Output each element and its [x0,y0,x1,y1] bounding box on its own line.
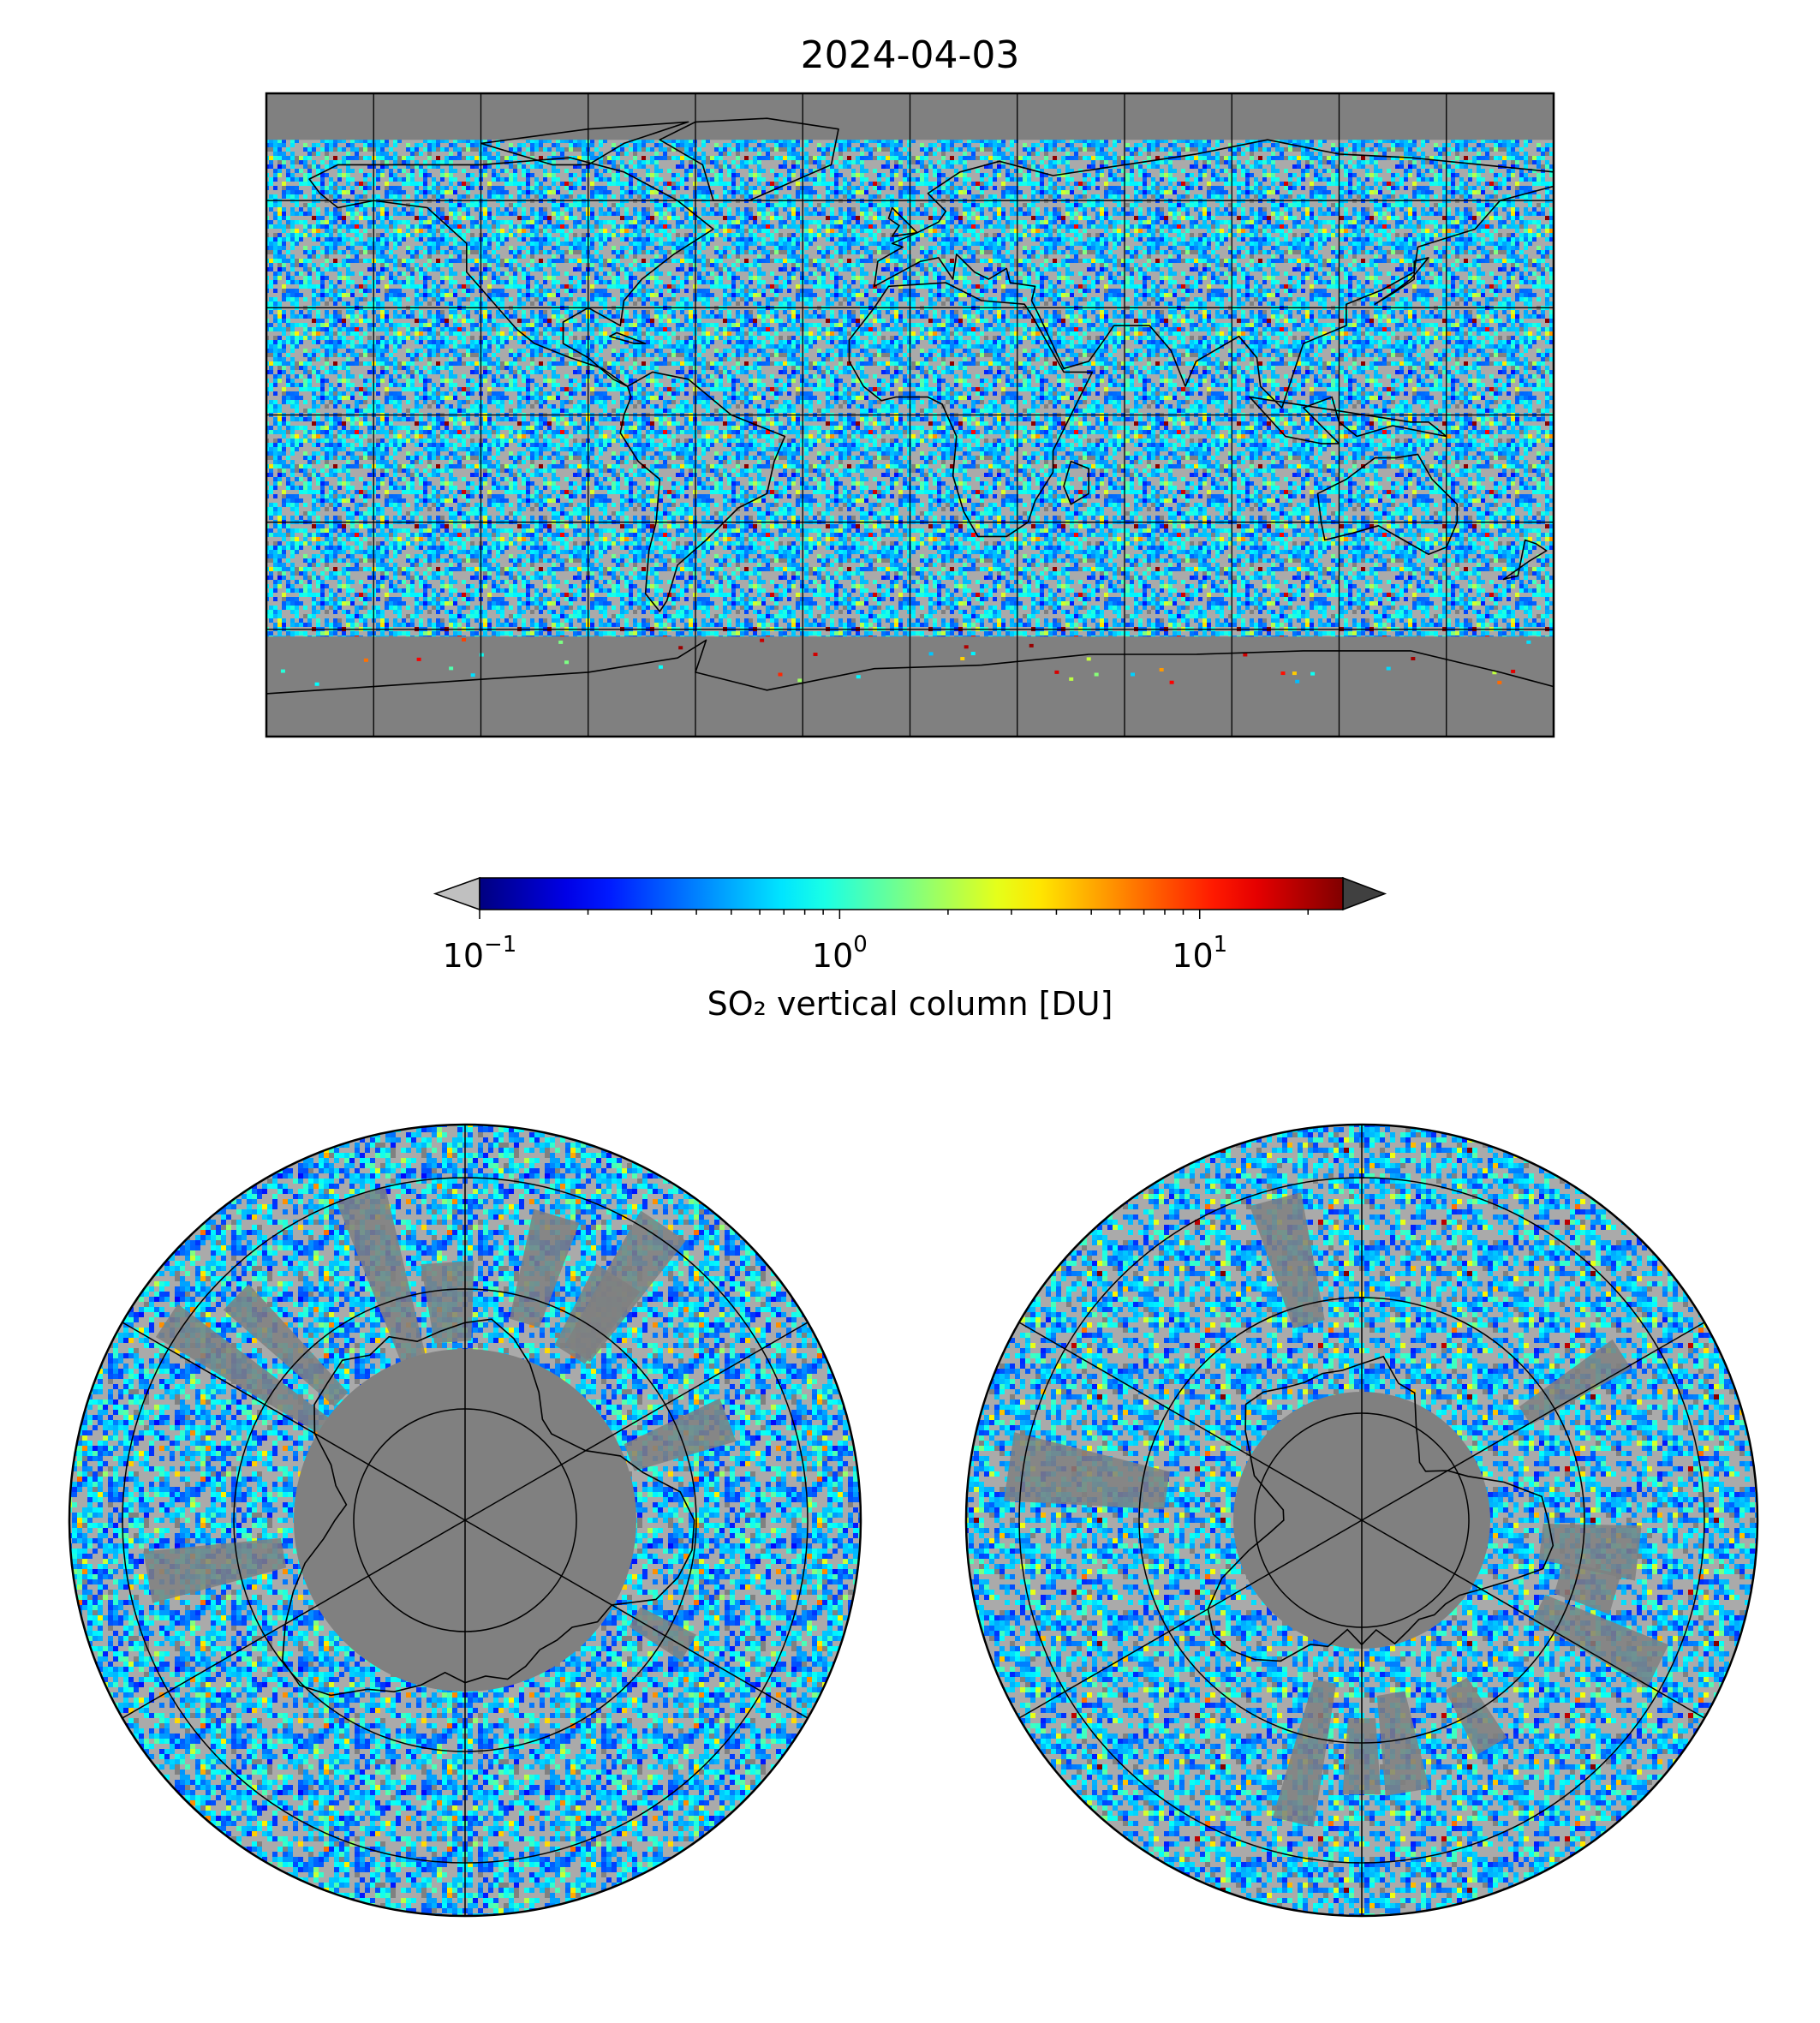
meridian-line [1361,1519,1705,1719]
meridian-line [122,1322,466,1521]
so2-speck [1069,677,1074,681]
colorbar-tick-label: 10−1 [442,932,517,975]
south-polar-map [964,1123,1759,1918]
so2-speck [1511,669,1516,673]
meridian-line [464,1519,809,1719]
no-data-swath [1519,1339,1632,1425]
so2-speck [813,653,818,657]
so2-speck [856,675,861,679]
so2-speck [314,682,319,686]
map-frame [265,92,1555,738]
so2-speck [1243,653,1248,657]
so2-speck [1131,672,1136,677]
so2-speck [1169,680,1174,684]
so2-speck [363,658,368,662]
map-frame [68,1123,862,1918]
no-data-swath [223,1284,349,1407]
colorbar-extend-high [1342,876,1387,911]
so2-speck [678,646,683,650]
coastline [308,157,714,387]
coastline [281,1318,695,1697]
coastline [848,282,1094,538]
so2-speck [1280,671,1286,676]
no-data-swath [155,1304,332,1436]
so2-speck [462,637,467,642]
so2-speck [760,638,765,642]
no-data-swath [1250,1192,1325,1328]
coastline [1374,257,1429,305]
coastline [1207,1355,1554,1662]
no-data-swath [1272,1679,1337,1827]
colorbar-tick-label: 100 [811,932,868,975]
so2-speck [564,660,570,665]
so2-speck [797,678,803,683]
coastline [874,139,1554,409]
so2-speck [1411,656,1416,660]
so2-speck [479,653,484,657]
so2-speck [960,657,965,661]
coastline [1063,460,1089,505]
no-data-swath [554,1263,641,1364]
colorbar-gradient [479,877,1344,910]
meridian-line [464,1322,809,1521]
meridian-line [122,1519,466,1719]
so2-speck [280,669,285,673]
coastline [609,331,647,344]
so2-speck [470,673,475,677]
no-data-swath [1003,1432,1170,1510]
so2-speck [1526,640,1531,644]
so2-speck [1386,666,1391,671]
colorbar-tick-label: 101 [1172,932,1228,975]
no-data-swath [1532,1594,1669,1688]
so2-speck [1054,670,1059,674]
coastline [619,371,786,612]
so2-speck [1497,680,1502,684]
no-data-swath [1538,1524,1642,1581]
world-map [265,92,1555,738]
so2-speck [1310,671,1316,676]
figure-title: 2024-04-03 [800,33,1020,77]
no-data-swath [1376,1691,1429,1796]
coastline [659,117,839,201]
so2-speck [416,657,421,661]
so2-speck [778,672,783,677]
so2-speck [928,652,934,656]
colorbar-label: SO₂ vertical column [DU] [707,985,1113,1023]
no-data-swath [421,1260,474,1344]
so2-speck [1292,671,1297,676]
coastline [1502,539,1548,581]
so2-speck [964,645,969,649]
so2-speck [449,666,454,671]
colorbar-extend-low [433,876,480,911]
so2-speck [1086,657,1091,661]
meridian-line [1018,1322,1363,1521]
so2-speck [1295,679,1300,683]
no-data-swath [336,1185,426,1363]
meridian-line [1361,1322,1705,1521]
map-frame [964,1123,1759,1918]
so2-speck [1029,643,1034,647]
coastline [887,206,918,237]
so2-speck [658,665,663,669]
so2-speck [1159,667,1164,671]
no-data-swath [143,1537,287,1603]
so2-speck [558,640,564,644]
so2-speck [1492,671,1497,675]
so2-speck [970,652,976,656]
so2-speck [1094,672,1099,677]
north-polar-map [68,1123,862,1918]
meridian-line [1018,1519,1363,1719]
no-data-swath [1445,1677,1507,1755]
no-data-swath [1554,1561,1621,1614]
colorbar [433,876,1387,919]
